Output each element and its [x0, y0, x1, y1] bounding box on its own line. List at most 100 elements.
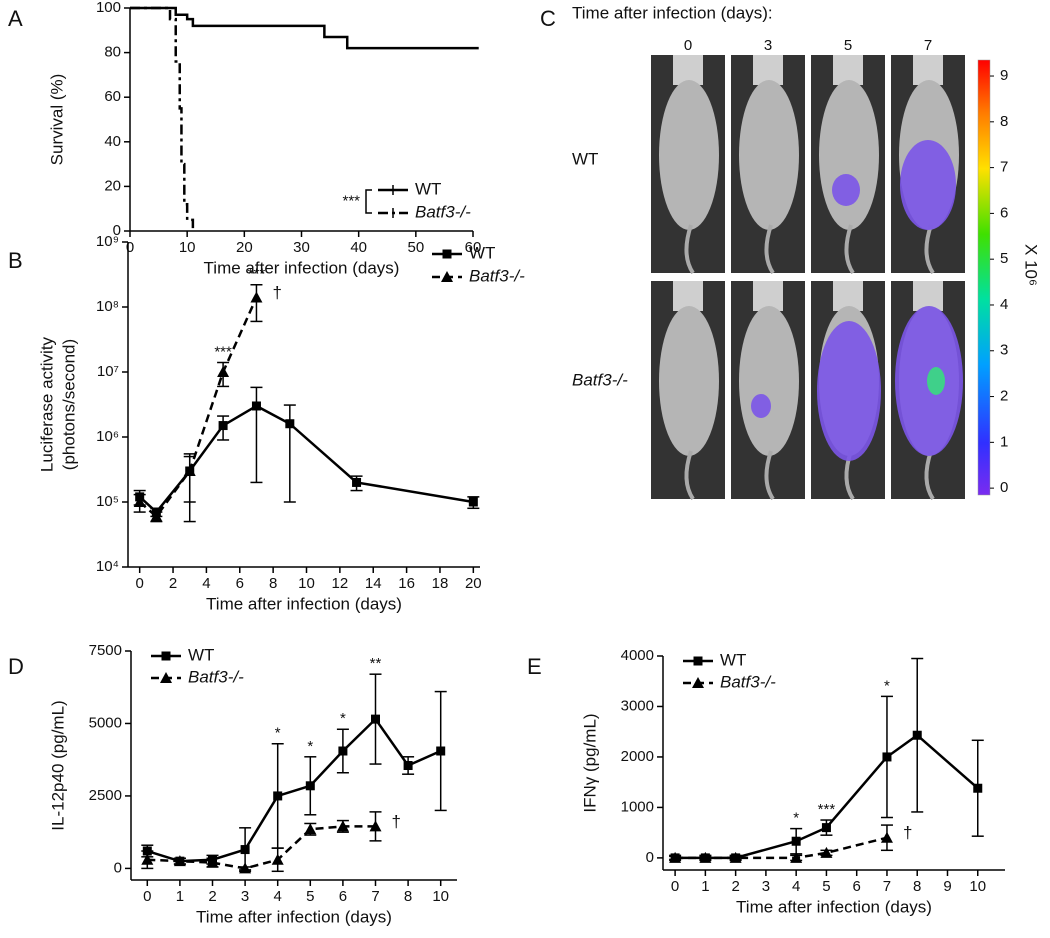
- imaging-title: Time after infection (days):: [572, 3, 773, 22]
- x-tick-label: 7: [883, 878, 891, 895]
- marker: [336, 820, 349, 832]
- colorbar-unit: X 10⁶: [1022, 244, 1041, 286]
- y-tick-label: 4000: [621, 647, 654, 664]
- holder: [913, 281, 943, 311]
- panel-label: E: [527, 654, 542, 679]
- marker: [729, 851, 742, 863]
- signal: [751, 394, 771, 418]
- marker: [973, 783, 983, 793]
- y-tick-label: 10⁸: [96, 298, 119, 315]
- marker: [273, 791, 283, 801]
- column-label: 7: [924, 37, 932, 54]
- x-tick-label: 12: [332, 575, 349, 592]
- y-tick-label: 40: [104, 133, 121, 150]
- annotation: ***: [248, 266, 266, 283]
- row-label: Batf3-/-: [572, 370, 628, 389]
- panel-label: D: [8, 654, 24, 679]
- y-tick-label: 3000: [621, 697, 654, 714]
- x-tick-label: 0: [136, 575, 144, 592]
- marker: [206, 856, 219, 868]
- x-tick-label: 8: [269, 575, 277, 592]
- colorbar-tick-label: 4: [1000, 296, 1008, 313]
- y-tick-label: 20: [104, 177, 121, 194]
- marker: [403, 761, 413, 770]
- y-axis-label: IL-12p40 (pg/mL): [48, 700, 67, 830]
- y-tick-label: 10⁹: [96, 233, 119, 250]
- colorbar-tick-label: 7: [1000, 159, 1008, 176]
- marker: [271, 853, 284, 865]
- x-tick-label: 6: [236, 575, 244, 592]
- series-line: [130, 6, 479, 50]
- x-tick-label: 14: [365, 575, 382, 592]
- y-tick-label: 80: [104, 44, 121, 61]
- legend-label: Batf3-/-: [188, 667, 244, 686]
- column-label: 5: [844, 37, 852, 54]
- y-tick-label: 2500: [89, 787, 122, 804]
- x-tick-label: 18: [432, 575, 449, 592]
- y-tick-label: 10⁷: [97, 363, 119, 380]
- colorbar-tick-label: 5: [1000, 250, 1008, 267]
- x-tick-label: 6: [339, 888, 347, 905]
- y-tick-label: 0: [114, 859, 122, 876]
- annotation: ***: [818, 801, 836, 818]
- y-tick-label: 1000: [621, 798, 654, 815]
- signal: [900, 140, 956, 230]
- row-label: WT: [572, 149, 598, 168]
- mouse-tail: [684, 450, 695, 501]
- marker: [912, 730, 922, 740]
- x-tick-label: 4: [274, 888, 282, 905]
- y-axis-label: Survival (%): [47, 74, 66, 166]
- mouse-tail: [684, 224, 695, 275]
- x-axis-label: Time after infection (days): [196, 907, 392, 926]
- marker: [239, 862, 252, 874]
- marker: [436, 746, 446, 756]
- series-line: [146, 717, 442, 863]
- series-line: [130, 6, 195, 231]
- marker: [821, 823, 831, 833]
- x-tick-label: 3: [241, 888, 249, 905]
- marker: [669, 851, 682, 863]
- x-tick-label: 16: [398, 575, 415, 592]
- marker: [882, 752, 892, 762]
- marker: [369, 820, 382, 832]
- marker: [699, 851, 712, 863]
- x-tick-label: 5: [306, 888, 314, 905]
- x-tick-label: 0: [143, 888, 151, 905]
- mouse-body: [739, 80, 799, 230]
- x-tick-label: 10: [179, 239, 196, 256]
- marker: [338, 746, 348, 756]
- signal: [817, 321, 881, 461]
- legend-marker: [693, 656, 703, 666]
- y-tick-label: 10⁵: [96, 493, 119, 510]
- marker: [133, 496, 146, 507]
- holder: [833, 281, 863, 311]
- panel-label: A: [8, 6, 23, 31]
- marker: [820, 846, 833, 858]
- legend-label: WT: [415, 179, 441, 198]
- legend-label: WT: [720, 650, 746, 669]
- legend-marker: [692, 677, 704, 688]
- marker: [173, 855, 186, 867]
- mouse-tail: [764, 450, 775, 501]
- legend-label: Batf3-/-: [469, 266, 525, 285]
- x-tick-label: 4: [202, 575, 210, 592]
- holder: [673, 55, 703, 85]
- holder: [913, 55, 943, 85]
- x-tick-label: 30: [293, 239, 310, 256]
- marker: [304, 823, 317, 835]
- colorbar-tick-label: 9: [1000, 67, 1008, 84]
- x-tick-label: 8: [913, 878, 921, 895]
- series-line: [138, 404, 474, 514]
- y-tick-label: 0: [113, 222, 121, 239]
- end-mark: †: [272, 283, 281, 302]
- y-axis-label: Luciferase activity: [37, 336, 56, 472]
- y-tick-label: 7500: [89, 642, 122, 659]
- column-label: 3: [764, 37, 772, 54]
- marker: [141, 853, 154, 865]
- series-line: [138, 296, 258, 519]
- signal: [832, 174, 860, 206]
- y-tick-label: 10⁴: [96, 558, 119, 575]
- legend-label: Batf3-/-: [415, 202, 471, 221]
- x-tick-label: 5: [822, 878, 830, 895]
- x-tick-label: 0: [126, 239, 134, 256]
